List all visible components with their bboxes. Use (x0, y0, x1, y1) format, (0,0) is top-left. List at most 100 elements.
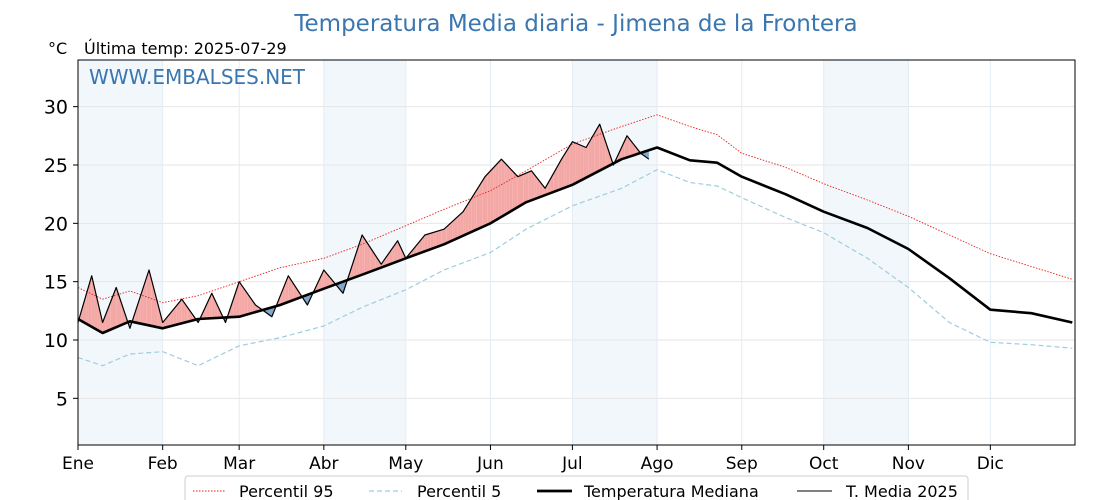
x-tick-label: Jun (476, 454, 504, 474)
fill-above-median (583, 146, 587, 180)
fill-above-median (629, 139, 633, 157)
fill-above-median (599, 124, 603, 171)
fill-above-median (285, 275, 289, 303)
series-line-2025 (77, 123, 650, 329)
fill-above-median (392, 244, 395, 264)
anomaly-fills (78, 124, 649, 333)
legend-label-median: Temperatura Mediana (583, 482, 759, 500)
fill-above-median (362, 235, 365, 275)
fill-above-median (454, 216, 458, 240)
last-update-label: Última temp: 2025-07-29 (84, 39, 287, 58)
fill-above-median (250, 297, 253, 314)
fill-above-median (116, 287, 119, 328)
fill-above-median (506, 165, 510, 214)
x-tick-label: Oct (809, 454, 839, 474)
fill-above-median (564, 150, 567, 188)
fill-below-median (646, 150, 649, 160)
fill-above-median (326, 273, 330, 288)
fill-above-median (444, 226, 447, 245)
fill-below-median (304, 294, 308, 305)
x-tick-label: Sep (726, 454, 758, 474)
y-tick-label: 20 (44, 213, 68, 235)
fill-above-median (479, 181, 483, 229)
fill-above-median (157, 301, 160, 328)
fill-above-median (102, 315, 106, 333)
fill-above-median (517, 175, 521, 208)
fill-above-median (88, 275, 92, 327)
fill-above-median (239, 281, 242, 317)
x-tick-label: Feb (148, 454, 178, 474)
fill-above-median (356, 243, 360, 277)
fill-above-median (280, 289, 283, 305)
fill-above-median (110, 294, 114, 330)
fill-above-median (509, 167, 513, 213)
fill-above-median (370, 247, 374, 272)
fill-above-median (545, 183, 548, 196)
legend-label-p95: Percentil 95 (239, 482, 334, 500)
fill-above-median (435, 230, 439, 248)
fill-above-median (504, 162, 507, 216)
fill-above-median (525, 172, 529, 203)
fill-above-median (217, 305, 221, 318)
fill-above-median (424, 234, 428, 252)
fill-above-median (176, 302, 180, 325)
fill-above-median (558, 159, 562, 190)
chart-title: Temperatura Media diaria - Jimena de la … (293, 11, 857, 37)
fill-above-median (427, 233, 431, 251)
fill-above-median (446, 224, 450, 244)
x-axis: Ene Feb Mar Abr May Jun Jul Ago Sep Oct Nov Dic (62, 445, 1004, 474)
fill-above-median (247, 293, 251, 315)
fill-above-median (149, 270, 152, 326)
fill-above-median (575, 142, 578, 184)
fill-above-median (553, 168, 557, 193)
fill-above-median (364, 239, 368, 274)
y-tick-label: 5 (56, 388, 68, 410)
fill-above-median (471, 194, 475, 232)
series-line-p95 (77, 114, 1073, 304)
fill-above-median (520, 174, 524, 206)
fill-above-median (474, 189, 477, 231)
month-shading-bands (78, 60, 909, 445)
x-tick-label: Abr (309, 454, 338, 474)
fill-above-median (498, 159, 502, 219)
fill-above-median (422, 235, 425, 253)
legend-label-p5: Percentil 5 (417, 482, 501, 500)
x-tick-label: May (388, 454, 423, 474)
fill-above-median (569, 141, 573, 186)
fill-above-median (108, 301, 111, 331)
series-line-p5 (77, 169, 1073, 367)
fill-above-median (588, 138, 592, 177)
fill-above-median (635, 146, 638, 155)
legend: Percentil 95 Percentil 5 Temperatura Med… (184, 475, 969, 500)
fill-above-median (621, 141, 625, 160)
fill-above-median (594, 128, 597, 174)
fill-above-median (173, 305, 177, 326)
fill-above-median (515, 173, 518, 209)
fill-above-median (143, 278, 147, 325)
fill-above-median (536, 177, 540, 199)
fill-above-median (135, 303, 139, 324)
x-tick-label: Dic (977, 454, 1004, 474)
x-tick-label: Ago (641, 454, 674, 474)
fill-above-median (586, 142, 589, 178)
x-tick-label: Nov (892, 454, 925, 474)
x-tick-label: Ene (62, 454, 94, 474)
fill-above-median (596, 124, 600, 172)
fill-above-median (482, 176, 485, 228)
fill-above-median (97, 299, 100, 332)
fill-above-median (591, 133, 595, 175)
fill-above-median (168, 312, 171, 327)
fill-above-median (351, 260, 354, 279)
month-band-Oct (823, 60, 909, 445)
fill-above-median (400, 246, 404, 261)
fill-above-median (580, 145, 584, 181)
fill-above-median (99, 310, 103, 333)
fill-above-median (383, 256, 387, 267)
y-tick-label: 15 (44, 272, 68, 294)
unit-label: °C (48, 39, 67, 58)
fill-above-median (430, 232, 434, 250)
fill-above-median (203, 305, 207, 319)
y-tick-label: 30 (44, 97, 68, 119)
fill-above-median (373, 251, 376, 271)
fill-above-median (476, 185, 480, 230)
